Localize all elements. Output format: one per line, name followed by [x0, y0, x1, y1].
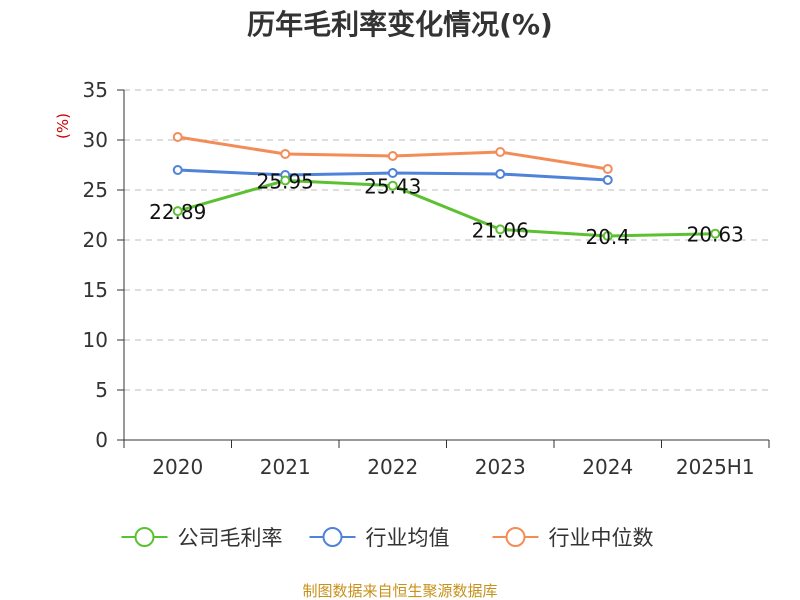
- legend: 公司毛利率 行业均值 行业中位数: [121, 526, 654, 550]
- legend-swatch-marker: [322, 527, 343, 547]
- legend-item-1: 公司毛利率: [121, 526, 283, 550]
- series-line-1: [177, 179, 716, 238]
- data-label: 22.89: [149, 200, 206, 224]
- y-tick-label: 15: [83, 278, 108, 302]
- x-tick-label: 2024: [582, 455, 633, 479]
- legend-swatch-marker: [505, 527, 526, 547]
- axes: 0 5 10 15 20 25 30 35 2020 2021 2022 2023 2024 2025H1: [83, 78, 770, 479]
- data-label: 25.95: [257, 170, 314, 194]
- data-point: [387, 180, 398, 191]
- series-lines: [172, 132, 721, 241]
- legend-label: 行业均值: [366, 526, 450, 550]
- y-tick-label: 25: [83, 178, 108, 202]
- x-tick-label: 2023: [475, 455, 526, 479]
- data-point: [172, 165, 183, 175]
- data-label: 20.63: [687, 223, 744, 247]
- data-point: [602, 175, 613, 185]
- data-point: [495, 169, 506, 179]
- data-point: [387, 168, 398, 178]
- legend-item-2: 行业均值: [309, 526, 450, 550]
- data-labels: 22.89 25.95 25.43 21.06 20.4 20.63: [149, 170, 744, 250]
- data-point: [602, 231, 613, 241]
- legend-label: 公司毛利率: [178, 526, 283, 550]
- y-tick-label: 35: [83, 78, 108, 102]
- data-point: [387, 151, 398, 161]
- y-axis-unit-label: (%): [54, 113, 72, 139]
- x-tick-label: 2021: [260, 455, 311, 479]
- y-tick-label: 30: [83, 128, 108, 152]
- gridlines: [124, 89, 769, 391]
- source-note: 制图数据来自恒生聚源数据库: [302, 582, 497, 600]
- data-label: 25.43: [364, 175, 421, 199]
- data-point: [172, 132, 183, 142]
- legend-label: 行业中位数: [549, 526, 654, 550]
- y-tick-label: 20: [83, 228, 108, 252]
- data-point: [280, 149, 291, 159]
- x-tick-label: 2025H1: [676, 455, 755, 479]
- x-tick-label: 2022: [367, 455, 418, 479]
- data-point: [495, 147, 506, 157]
- legend-swatch-marker: [134, 527, 155, 547]
- y-tick-label: 10: [83, 328, 108, 352]
- chart-title: 历年毛利率变化情况(%): [247, 8, 553, 41]
- data-point: [280, 175, 291, 186]
- data-label: 20.4: [585, 225, 630, 249]
- data-point: [602, 164, 613, 174]
- y-tick-label: 5: [95, 378, 108, 402]
- data-label: 21.06: [472, 218, 529, 242]
- data-point: [710, 228, 721, 239]
- x-tick-label: 2020: [152, 455, 203, 479]
- data-point: [172, 206, 183, 217]
- legend-item-3: 行业中位数: [492, 526, 654, 550]
- data-point: [495, 224, 506, 235]
- y-tick-label: 0: [95, 428, 108, 452]
